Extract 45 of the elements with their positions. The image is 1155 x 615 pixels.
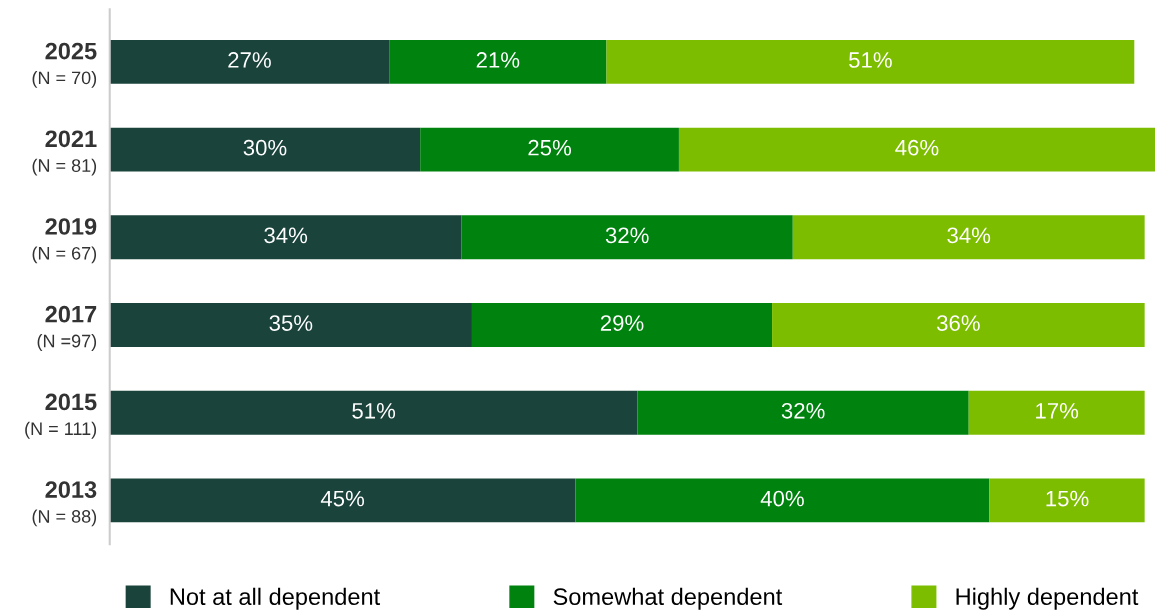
bar <box>109 478 576 523</box>
data-label: 32% <box>605 227 649 244</box>
y-tick-label: 2015 (N = 111) <box>25 393 97 439</box>
data-label: 27% <box>228 52 271 68</box>
bar <box>968 390 1145 435</box>
y-tick-label: 2025 (N = 70) <box>32 42 97 88</box>
data-label: 45% <box>320 490 365 507</box>
y-tick-label: 2013 (N = 88) <box>32 481 97 527</box>
legend-label: Not at all dependent <box>170 587 381 610</box>
bar <box>575 478 990 523</box>
data-label: 51% <box>352 403 396 419</box>
data-label: 21% <box>476 52 520 68</box>
data-label: 34% <box>947 227 991 244</box>
data-label: 15% <box>1046 490 1089 507</box>
bar <box>606 39 1135 84</box>
y-tick-label: 2019 (N = 67) <box>32 218 97 264</box>
bar <box>420 127 679 172</box>
y-tick-label: 2021 (N = 81) <box>32 130 97 176</box>
data-label: 29% <box>600 315 644 331</box>
data-label: 32% <box>781 402 825 419</box>
legend-label: Somewhat dependent <box>553 587 783 610</box>
data-label: 40% <box>760 490 804 507</box>
data-label: 25% <box>528 139 572 156</box>
data-label: 30% <box>243 139 287 156</box>
bar <box>989 478 1145 523</box>
bar <box>109 215 462 260</box>
legend-label: Highly dependent <box>956 587 1139 610</box>
bar <box>471 303 773 347</box>
bar <box>109 39 390 84</box>
data-label: 36% <box>936 315 980 331</box>
data-label: 35% <box>269 315 313 331</box>
data-label: 34% <box>264 227 308 244</box>
bar <box>109 390 638 435</box>
data-label: 46% <box>895 139 939 156</box>
bar <box>109 303 472 347</box>
bar <box>678 127 1155 172</box>
data-label: 17% <box>1036 403 1079 419</box>
data-label: 51% <box>849 52 892 68</box>
bar <box>792 215 1145 260</box>
bar <box>389 39 607 84</box>
bar <box>109 127 421 172</box>
bar <box>772 303 1145 347</box>
y-tick-label: 2017 (N =97) <box>37 305 97 351</box>
bar <box>637 390 969 435</box>
bar <box>461 215 793 260</box>
